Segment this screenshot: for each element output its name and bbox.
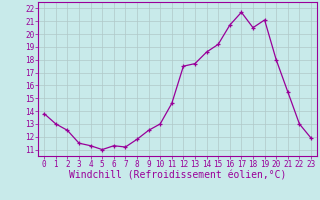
X-axis label: Windchill (Refroidissement éolien,°C): Windchill (Refroidissement éolien,°C)	[69, 171, 286, 181]
